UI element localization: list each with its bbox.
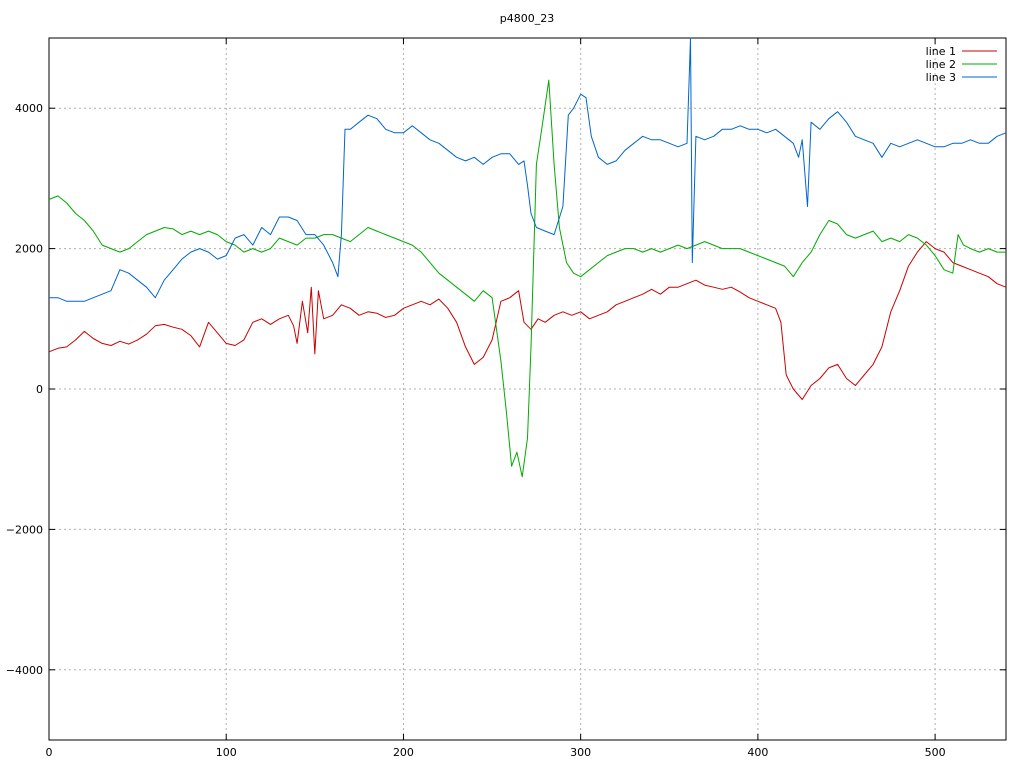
y-tick-label: 0	[36, 383, 43, 396]
plot-area-frame	[48, 37, 1007, 741]
line-3-path	[49, 37, 1007, 302]
y-tick-label: −4000	[6, 664, 43, 677]
y-tick-label: 2000	[15, 243, 43, 256]
chart-title: p4800_23	[500, 12, 554, 25]
y-tick-label: −2000	[6, 523, 43, 536]
series-layer	[48, 37, 1007, 478]
y-tick-label: 4000	[15, 102, 43, 115]
x-tick-label: 0	[46, 746, 53, 759]
grid-lines	[48, 38, 1006, 740]
legend-label: line 2	[926, 58, 956, 71]
axes: 0 100 200 300 400 500 −4000 −2000 0 2000 4000	[6, 38, 1006, 759]
line-1-path	[48, 241, 1007, 400]
legend-label: line 1	[926, 45, 956, 58]
x-tick-label: 500	[925, 746, 946, 759]
x-tick-label: 400	[747, 746, 768, 759]
line-2-path	[48, 79, 1006, 478]
x-tick-label: 100	[216, 746, 237, 759]
legend-label: line 3	[926, 71, 956, 84]
x-tick-label: 300	[570, 746, 591, 759]
x-tick-label: 200	[393, 746, 414, 759]
